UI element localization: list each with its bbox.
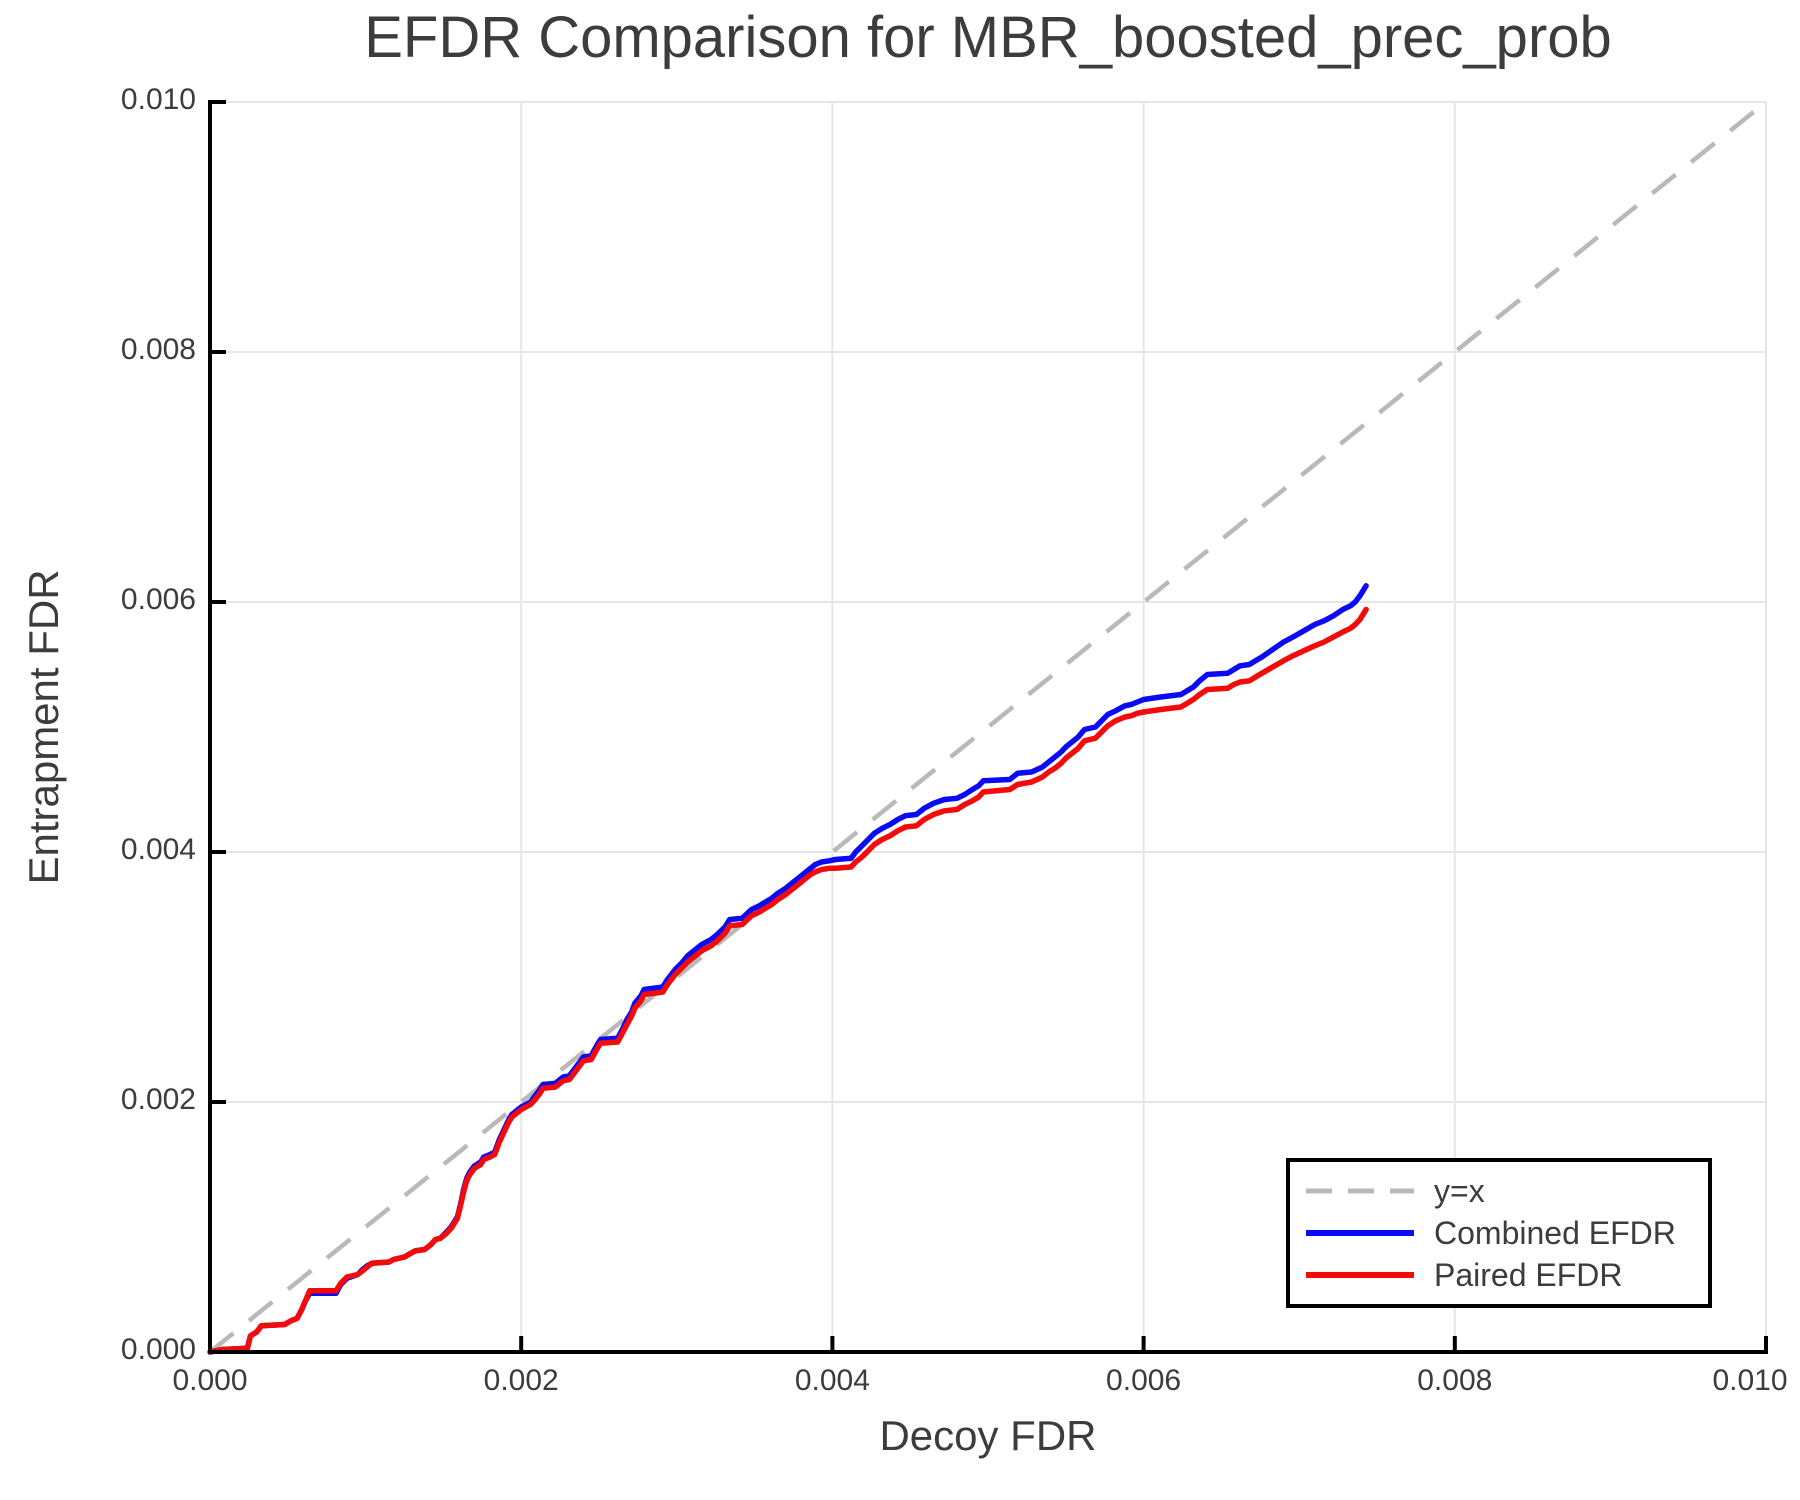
y-tick-label: 0.002 bbox=[120, 1083, 196, 1116]
legend-label: Paired EFDR bbox=[1434, 1256, 1623, 1293]
legend-box: y=x Combined EFDR Paired EFDR bbox=[1286, 1158, 1712, 1308]
x-axis-label: Decoy FDR bbox=[879, 1412, 1097, 1459]
y-tick-label: 0.004 bbox=[120, 833, 196, 866]
chart-title: EFDR Comparison for MBR_boosted_prec_pro… bbox=[364, 5, 1612, 70]
x-tick-label: 0.000 bbox=[172, 1364, 248, 1397]
legend-item: y=x bbox=[1304, 1170, 1708, 1212]
legend-label: Combined EFDR bbox=[1434, 1214, 1676, 1251]
reference-line-y-equals-x bbox=[208, 100, 1768, 1354]
legend-item: Combined EFDR bbox=[1304, 1212, 1708, 1254]
y-tick-label: 0.000 bbox=[120, 1333, 196, 1366]
line-swatch bbox=[1306, 1272, 1414, 1278]
x-tick-label: 0.008 bbox=[1417, 1364, 1493, 1397]
x-tick-label: 0.010 bbox=[1712, 1364, 1788, 1397]
x-tick-label: 0.006 bbox=[1106, 1364, 1182, 1397]
legend-label: y=x bbox=[1434, 1172, 1485, 1209]
y-tick-label: 0.010 bbox=[120, 83, 196, 116]
x-tick-label: 0.004 bbox=[794, 1364, 870, 1397]
legend-item: Paired EFDR bbox=[1304, 1254, 1708, 1296]
x-tick-label: 0.002 bbox=[483, 1364, 559, 1397]
series-line-paired-efdr bbox=[207, 606, 1369, 1355]
y-tick-label: 0.006 bbox=[120, 583, 196, 616]
line-swatch bbox=[1306, 1230, 1414, 1236]
dashed-line-swatch bbox=[1306, 1188, 1414, 1194]
y-tick-label: 0.008 bbox=[120, 333, 196, 366]
